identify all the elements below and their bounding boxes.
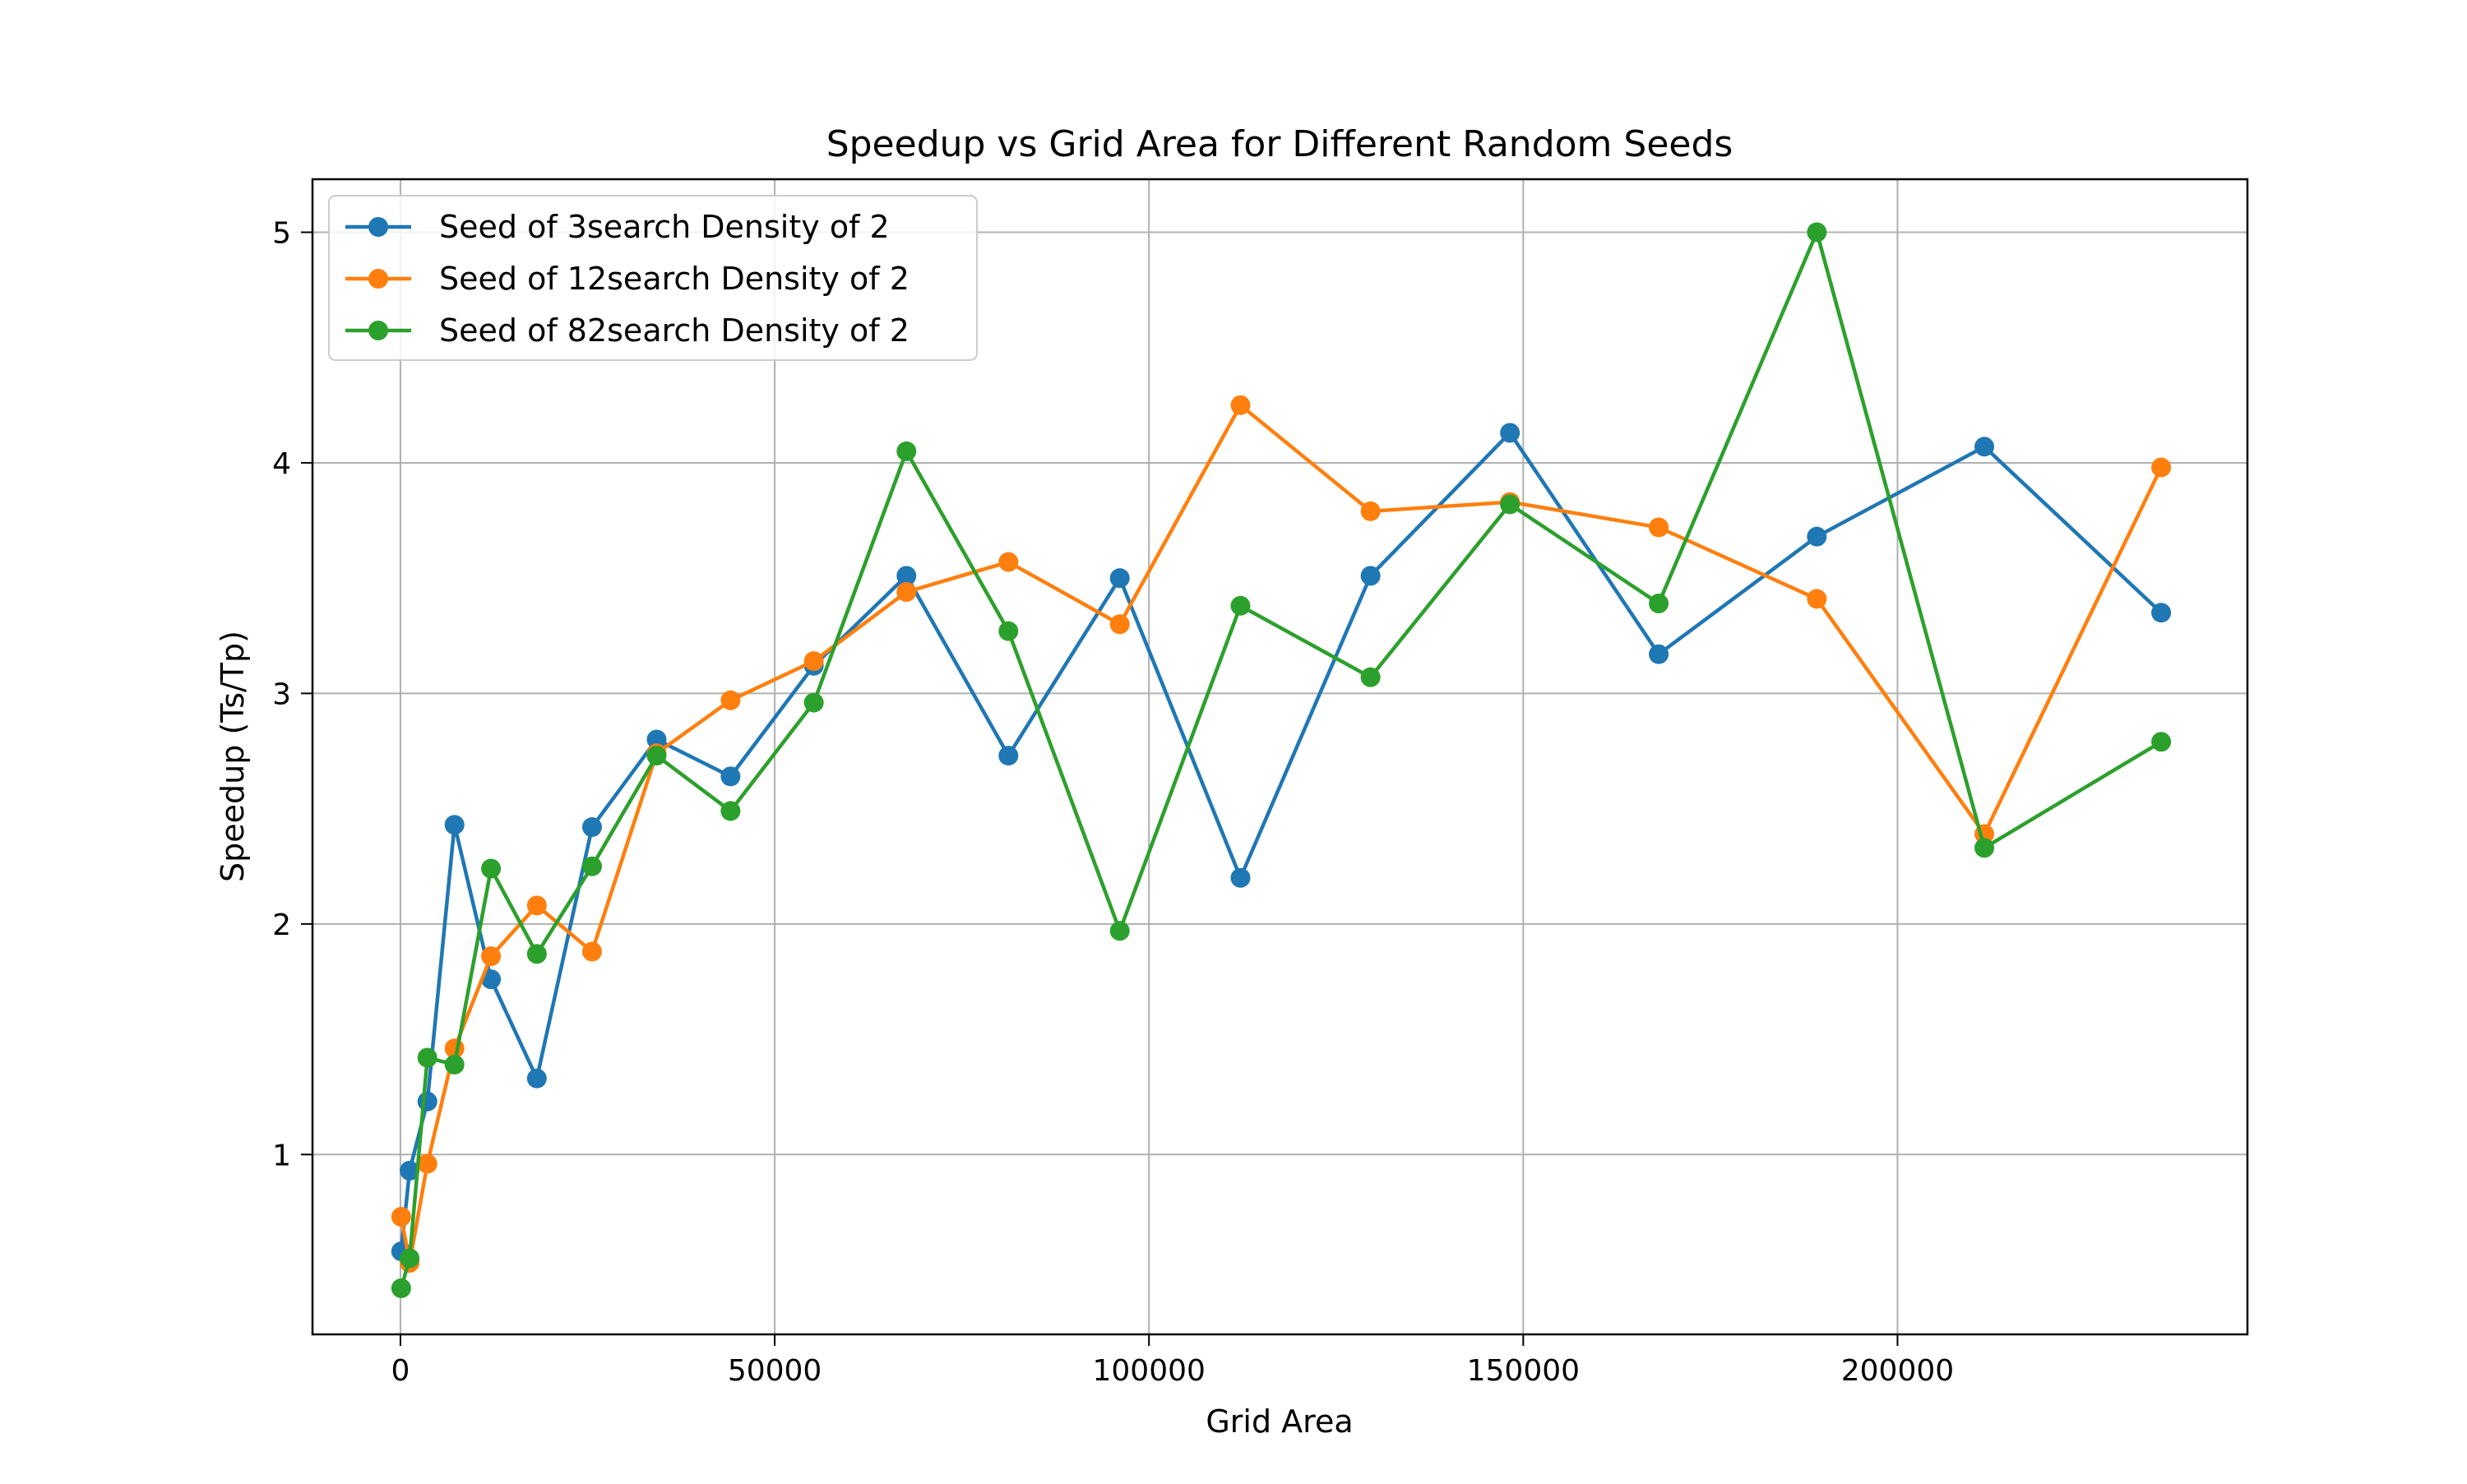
data-point	[526, 944, 547, 964]
data-point	[526, 1068, 547, 1089]
data-point	[2151, 457, 2172, 478]
data-point	[1500, 423, 1520, 443]
data-point	[896, 581, 917, 602]
data-point	[998, 746, 1019, 766]
data-point	[1230, 595, 1251, 616]
data-point	[646, 729, 667, 750]
data-point	[1360, 667, 1381, 687]
data-point	[1649, 644, 1669, 664]
data-point	[2151, 603, 2172, 623]
series-line-1	[399, 431, 2163, 1252]
data-point	[391, 1206, 411, 1227]
grid	[312, 179, 2247, 1334]
axis-ticks: 0 50000 100000 150000 200000 1 2 3 4 5	[272, 217, 1954, 1388]
legend-box	[328, 195, 978, 361]
data-point	[581, 817, 602, 838]
data-point	[803, 651, 824, 672]
y-tick-label: 5	[272, 217, 291, 251]
y-tick-label: 1	[272, 1139, 291, 1172]
data-point	[400, 1160, 420, 1181]
data-point	[1974, 838, 1995, 858]
data-point	[896, 566, 917, 586]
legend-label: Seed of 82search Density of 2	[439, 312, 910, 349]
data-point	[646, 746, 667, 766]
data-point	[481, 946, 502, 967]
data-point	[1649, 594, 1669, 614]
data-point	[1807, 526, 1827, 547]
series-group-3	[391, 222, 2172, 1298]
data-point	[444, 1054, 465, 1075]
x-tick-label: 100000	[1092, 1354, 1205, 1388]
data-point	[998, 552, 1019, 572]
y-axis-label: Speedup (Ts/Tp)	[215, 631, 251, 882]
legend-marker	[368, 217, 388, 237]
data-point	[2151, 732, 2172, 752]
data-point	[1360, 501, 1381, 521]
legend: Seed of 3search Density of 2 Seed of 12se…	[328, 195, 978, 361]
data-point	[391, 1278, 411, 1298]
data-point	[1649, 517, 1669, 538]
data-point	[417, 1153, 437, 1174]
series-group-1	[391, 423, 2172, 1262]
chart-title: Speedup vs Grid Area for Different Rando…	[826, 123, 1733, 165]
legend-label: Seed of 3search Density of 2	[439, 209, 890, 245]
data-point	[896, 441, 917, 461]
x-tick-label: 150000	[1467, 1354, 1580, 1388]
data-point	[400, 1248, 420, 1269]
data-point	[417, 1091, 437, 1112]
x-tick-label: 200000	[1841, 1354, 1954, 1388]
plot-frame	[311, 178, 2249, 1336]
series-lines	[391, 222, 2172, 1298]
legend-marker	[368, 269, 388, 289]
legend-marker	[368, 321, 388, 340]
data-point	[444, 815, 465, 835]
data-point	[417, 1047, 437, 1068]
data-point	[526, 895, 547, 916]
data-point	[1807, 589, 1827, 609]
data-point	[1230, 395, 1251, 415]
data-point	[481, 969, 502, 990]
data-point	[1500, 494, 1520, 515]
legend-label: Seed of 12search Density of 2	[439, 261, 910, 297]
x-axis-label: Grid Area	[1206, 1403, 1353, 1440]
data-point	[803, 692, 824, 713]
data-point	[720, 766, 741, 787]
data-point	[720, 690, 741, 710]
data-point	[1230, 867, 1251, 888]
data-point	[481, 858, 502, 879]
x-tick-label: 0	[391, 1354, 410, 1388]
data-point	[1109, 921, 1130, 941]
data-point	[1360, 566, 1381, 586]
data-point	[581, 856, 602, 876]
data-point	[720, 801, 741, 821]
y-tick-label: 2	[272, 908, 291, 942]
data-point	[1807, 222, 1827, 243]
x-tick-label: 50000	[728, 1354, 822, 1388]
y-tick-label: 3	[272, 677, 291, 711]
series-line-3	[399, 230, 2163, 1289]
y-tick-label: 4	[272, 447, 291, 481]
data-point	[1109, 568, 1130, 589]
data-point	[581, 941, 602, 962]
data-point	[1974, 437, 1995, 457]
data-point	[1109, 614, 1130, 635]
data-point	[998, 621, 1019, 641]
